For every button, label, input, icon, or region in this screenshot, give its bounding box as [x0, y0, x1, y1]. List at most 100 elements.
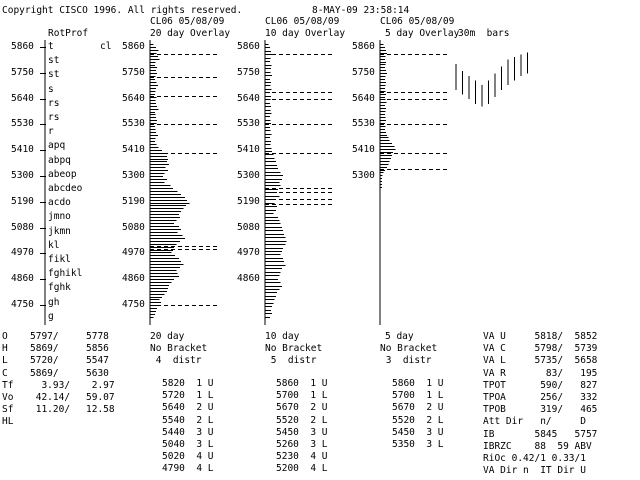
ohlc-value-prior: 59.07	[86, 392, 115, 403]
distr-row: 5670 2 U	[276, 402, 328, 414]
distr-row: 5700 1 L	[276, 390, 328, 402]
ohlc-label: Sf	[2, 404, 14, 416]
price-label: 5860	[352, 41, 375, 52]
tpo-letters: fikl	[48, 254, 71, 265]
stat-row: VA Dir n IT Dir U	[483, 465, 586, 477]
price-label: 5300	[237, 170, 260, 181]
price-tick	[40, 124, 46, 126]
panel-header-symbol: CL06 05/08/09	[150, 16, 225, 27]
ohlc-value-prior: 2.97	[86, 379, 115, 391]
panel-header-symbol: CL06 05/08/09	[265, 16, 340, 27]
price-label: 5640	[352, 92, 375, 104]
rotprof-title: RotProf	[48, 28, 89, 39]
price-tick	[40, 176, 46, 177]
distr-row: 5230 4 U	[276, 451, 328, 463]
price-label: 4860	[237, 273, 260, 285]
price-label: 5860	[237, 41, 260, 52]
ohlc-value-today: 5869/	[30, 367, 59, 379]
ohlc-label: Tf	[2, 379, 14, 391]
stat-row: VA R 83/ 195	[483, 367, 598, 379]
price-tick	[40, 150, 46, 152]
tpo-letters: jmno	[48, 211, 71, 223]
price-label: 5410	[122, 144, 145, 156]
distr-row: 5020 4 U	[162, 451, 214, 463]
footer-period: 10 day	[265, 331, 300, 342]
price-label: 5750	[237, 66, 260, 78]
tpo-letters: jkmn	[48, 225, 71, 237]
footer-period: 5 day	[385, 331, 414, 342]
distr-row: 5820 1 U	[162, 378, 214, 389]
footer-distr: 5 distr	[265, 355, 317, 366]
footer-bracket: No Bracket	[265, 343, 323, 354]
stat-row: TPOT 590/ 827	[483, 379, 598, 391]
panel-header-symbol: CL06 05/08/09	[380, 16, 455, 27]
ohlc-value-prior: 5856	[86, 343, 109, 355]
stat-row: VA C 5798/ 5739	[483, 343, 598, 355]
distr-row: 5720 1 L	[162, 390, 214, 402]
distr-row: 5040 3 L	[162, 439, 214, 450]
panel-header-overlay: 10 day Overlay	[265, 28, 346, 39]
distr-row: 5520 2 L	[276, 414, 328, 426]
panel-header-overlay: 5 day Overlay	[385, 28, 460, 39]
footer-distr: 4 distr	[150, 355, 202, 366]
tpo-letters: fghikl	[48, 268, 83, 280]
tpo-letters: st	[48, 55, 60, 67]
distr-row: 4790 4 L	[162, 463, 214, 475]
price-label: 5190	[237, 195, 260, 207]
footer-bracket: No Bracket	[150, 343, 208, 354]
price-tick	[40, 279, 46, 281]
ohlc-value-today: 11.20/	[30, 404, 71, 416]
tpo-letters: st	[48, 69, 60, 81]
ohlc-value-prior: 5630	[86, 367, 109, 379]
stat-row: VA U 5818/ 5852	[483, 331, 598, 342]
price-label: 5640	[11, 92, 34, 104]
price-label: 5190	[122, 195, 145, 207]
distr-row: 5520 2 L	[392, 414, 444, 426]
ohlc-value-today: 3.93/	[30, 379, 71, 391]
datetime-text: 8-MAY-09 23:58:14	[312, 5, 410, 16]
distr-row: 5860 1 U	[276, 378, 328, 389]
tpo-letters: acdo	[48, 197, 71, 209]
price-label: 5410	[11, 144, 34, 156]
price-label: 5860	[122, 41, 145, 52]
price-label: 4970	[237, 247, 260, 259]
distr-row: 5260 3 L	[276, 439, 328, 450]
stat-row: Att Dir n/ D	[483, 416, 586, 428]
stat-row: IB 5845 5757	[483, 428, 598, 440]
price-label: 4860	[11, 273, 34, 285]
tpo-letters: fghk	[48, 282, 71, 294]
ohlc-value-prior: 5778	[86, 331, 109, 342]
tpo-letters: abpq	[48, 154, 71, 166]
price-label: 5300	[352, 170, 375, 181]
tpo-letters: t	[48, 41, 54, 52]
ohlc-label: Vo	[2, 392, 14, 403]
ohlc-value-today: 5869/	[30, 343, 59, 355]
price-label: 5410	[237, 144, 260, 156]
price-label: 5080	[11, 221, 34, 233]
price-label: 5080	[237, 221, 260, 233]
distr-row: 5440 3 U	[162, 426, 214, 438]
tpo-letters: g	[48, 310, 54, 322]
price-tick	[40, 201, 46, 203]
distr-row: 5350 3 L	[392, 439, 444, 450]
tpo-letters: r	[48, 126, 54, 138]
price-tick	[40, 98, 46, 100]
stat-row: IBRZC 88 59 ABV	[483, 440, 592, 452]
ohlc-label: O	[2, 331, 8, 342]
price-label: 5530	[352, 118, 375, 130]
footer-period: 20 day	[150, 331, 185, 342]
price-tick	[40, 305, 46, 306]
price-label: 5080	[122, 221, 145, 233]
price-label: 5530	[11, 118, 34, 130]
tpo-letters: abcdeo	[48, 183, 83, 194]
price-tick	[40, 227, 46, 229]
footer-bracket: No Bracket	[380, 343, 438, 354]
distr-row: 5540 2 L	[162, 414, 214, 426]
stat-row: RiOc 0.42/1 0.33/1	[483, 453, 586, 464]
price-label: 5530	[122, 118, 145, 130]
stat-row: TPOB 319/ 465	[483, 404, 598, 416]
ohlc-label: H	[2, 343, 8, 355]
ohlc-value-today: 5720/	[30, 355, 59, 367]
